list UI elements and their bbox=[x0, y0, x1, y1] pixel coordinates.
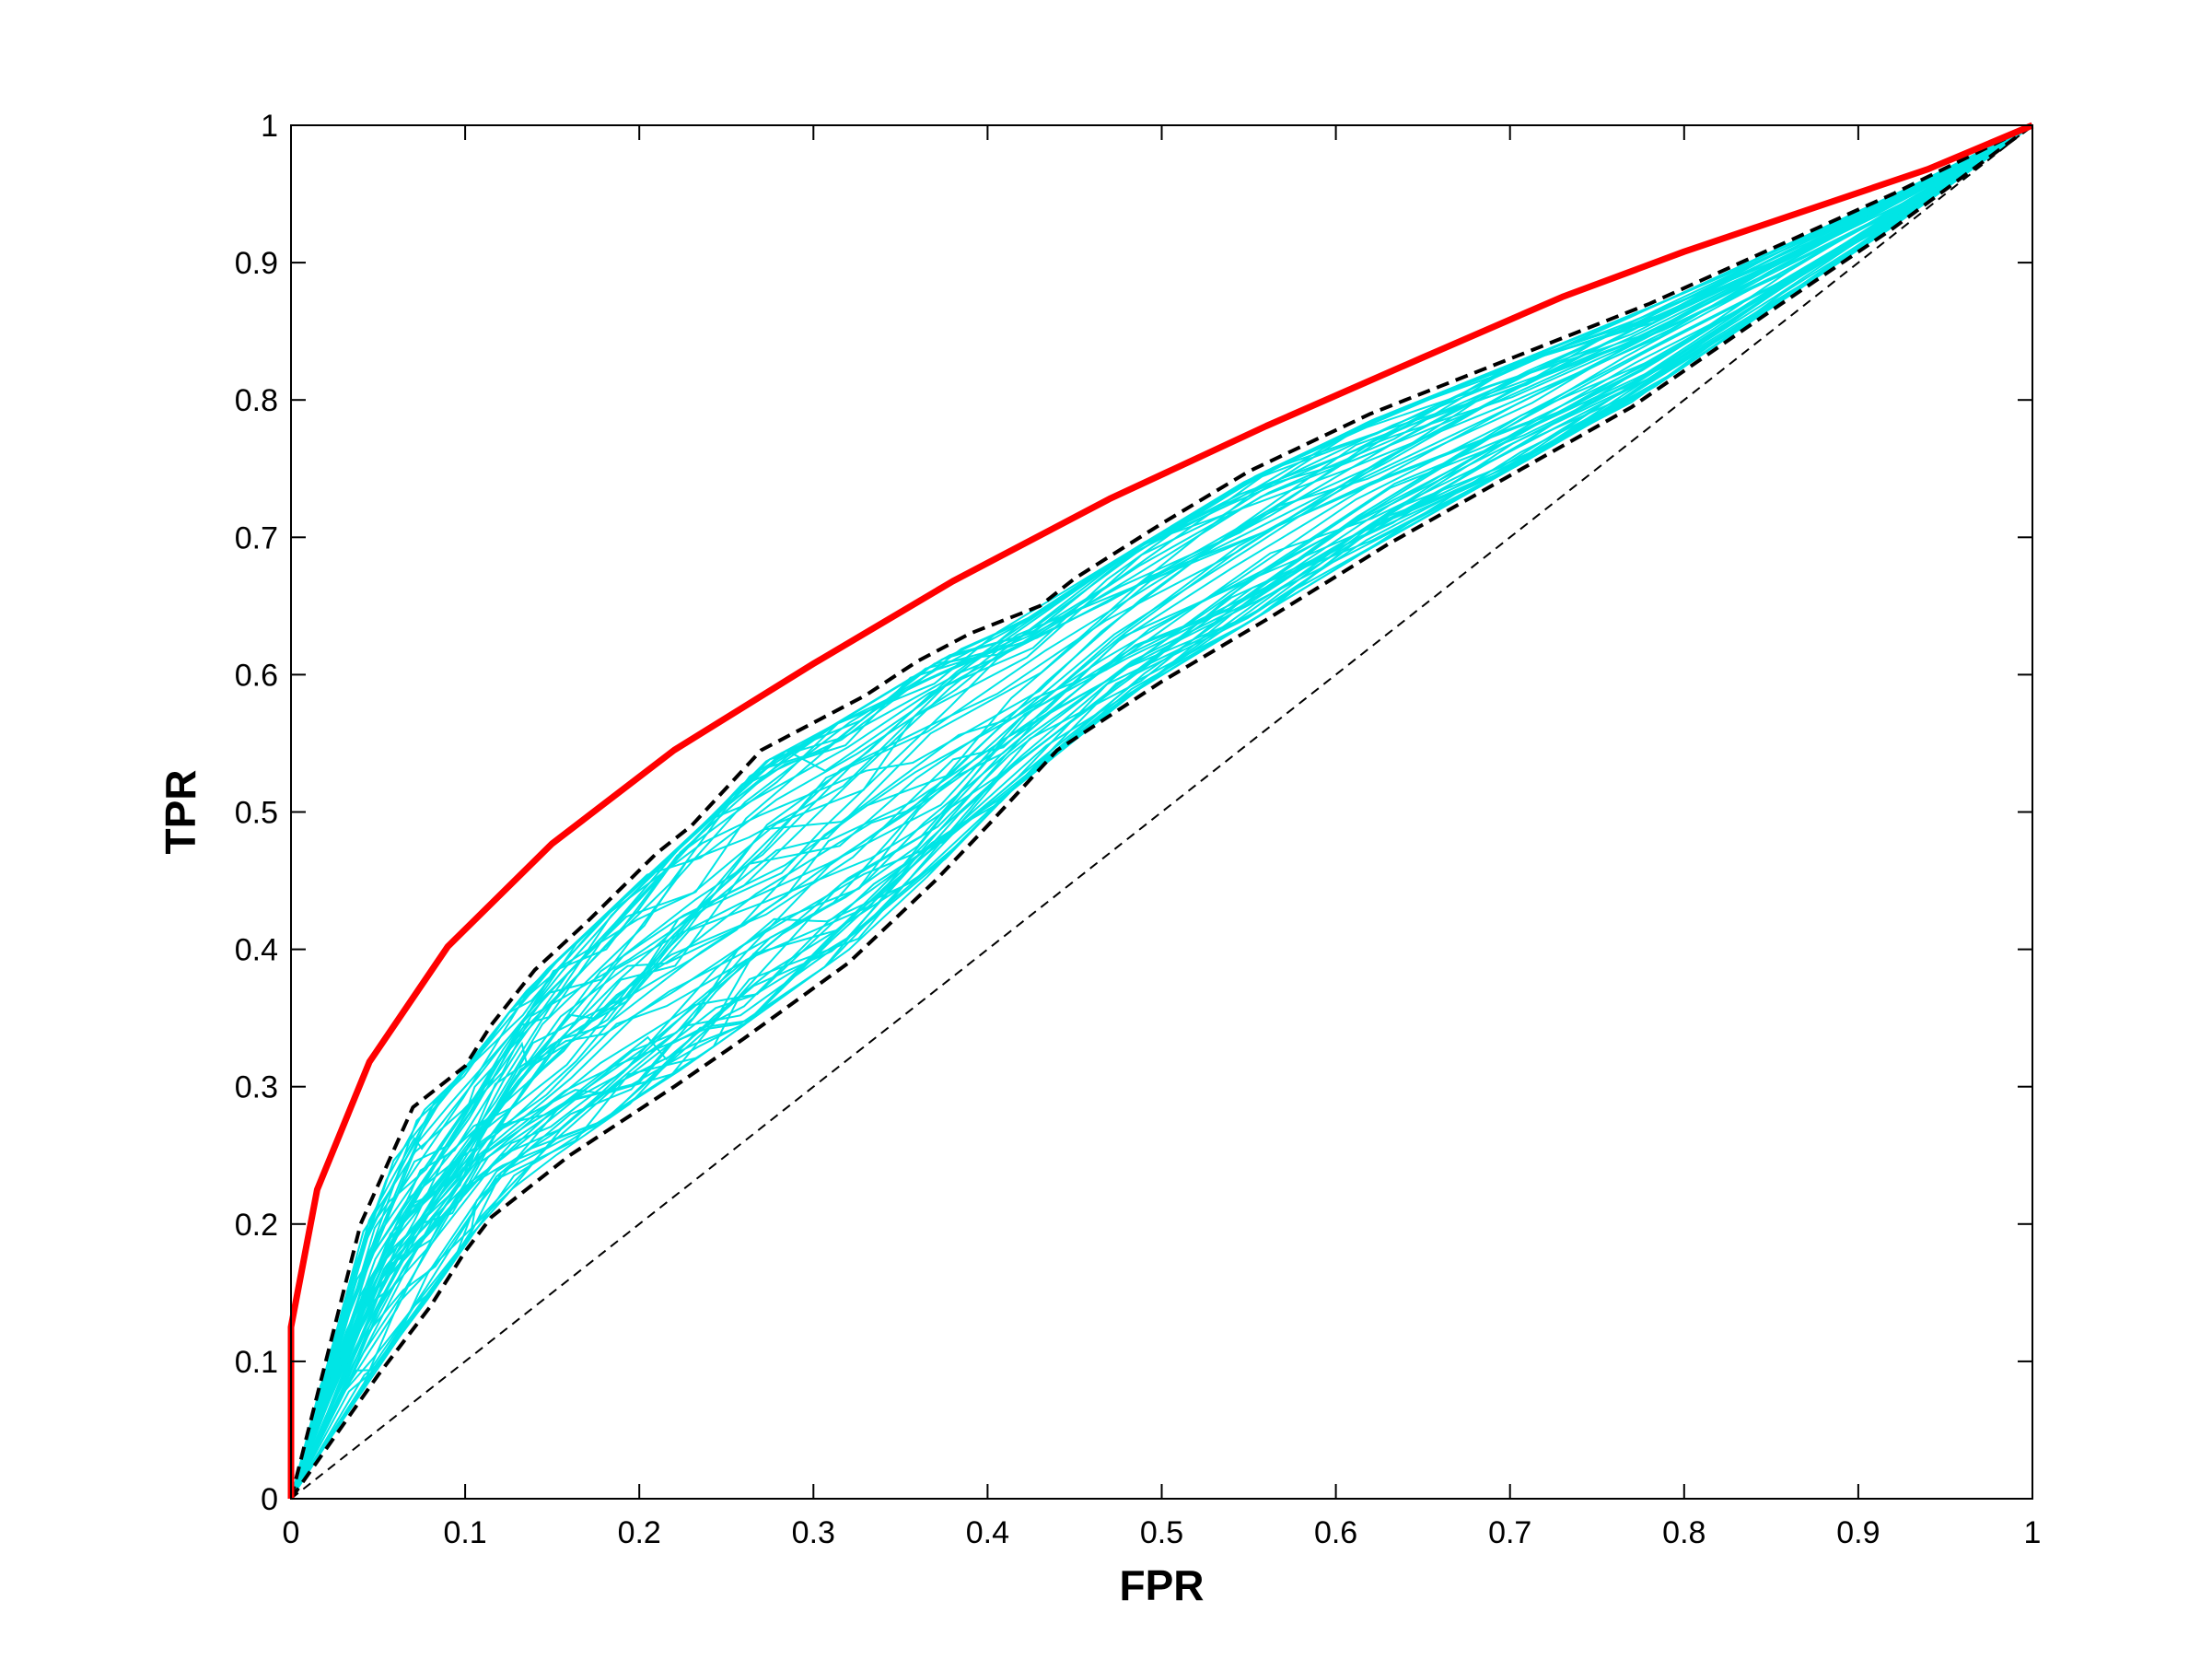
plot-area bbox=[287, 122, 2034, 1501]
resampled-curve bbox=[290, 124, 2033, 1500]
y-tick-labels: 0 0.1 0.2 0.3 0.4 0.5 0.6 0.7 0.8 0.9 1 bbox=[235, 109, 278, 1517]
y-axis-label: TPR bbox=[157, 770, 204, 855]
resampled-curve bbox=[290, 124, 2033, 1500]
x-tick-label: 0.3 bbox=[792, 1515, 835, 1550]
diagonal bbox=[290, 124, 2033, 1500]
y-tick-label: 1 bbox=[261, 109, 278, 144]
upper-envelope bbox=[289, 123, 2033, 1500]
x-tick-label: 0.5 bbox=[1140, 1515, 1183, 1550]
x-tick-label: 0.6 bbox=[1314, 1515, 1357, 1550]
y-tick-label: 0.8 bbox=[235, 383, 278, 418]
resampled-curve bbox=[290, 124, 2033, 1500]
x-axis-label: FPR bbox=[1120, 1561, 1205, 1609]
y-tick-label: 0.7 bbox=[235, 520, 278, 555]
y-tick-label: 0.6 bbox=[235, 658, 278, 693]
x-tick-label: 0.4 bbox=[966, 1515, 1009, 1550]
x-tick-label: 0.8 bbox=[1662, 1515, 1706, 1550]
y-tick-label: 0.4 bbox=[235, 933, 278, 968]
resampled-curve bbox=[290, 124, 2033, 1500]
y-tick-label: 0.2 bbox=[235, 1208, 278, 1243]
resampled-curve bbox=[290, 124, 2033, 1500]
x-tick-label: 1 bbox=[2024, 1515, 2042, 1550]
resampled-curve bbox=[290, 124, 2033, 1500]
resampled-curve bbox=[290, 124, 2033, 1500]
resampled-curve bbox=[290, 124, 2033, 1500]
resampled-curve bbox=[290, 124, 2033, 1500]
resampled-curve bbox=[290, 124, 2033, 1500]
x-tick-label: 0.1 bbox=[443, 1515, 486, 1550]
y-tick-label: 0.5 bbox=[235, 796, 278, 831]
x-tick-labels: 0 0.1 0.2 0.3 0.4 0.5 0.6 0.7 0.8 0.9 1 bbox=[283, 1515, 2042, 1550]
main-curve bbox=[287, 122, 2034, 1499]
resampled-curve bbox=[290, 124, 2033, 1500]
x-tick-label: 0.7 bbox=[1488, 1515, 1531, 1550]
x-tick-label: 0 bbox=[283, 1515, 300, 1550]
series-lines bbox=[287, 122, 2034, 1501]
resampled-curve bbox=[290, 124, 2033, 1500]
lower-envelope bbox=[289, 123, 2034, 1501]
resampled-curves bbox=[290, 124, 2033, 1500]
y-tick-label: 0.3 bbox=[235, 1070, 278, 1105]
y-tick-label: 0.9 bbox=[235, 246, 278, 281]
y-tick-label: 0.1 bbox=[235, 1345, 278, 1380]
resampled-curve bbox=[290, 124, 2033, 1500]
axis-ticks bbox=[290, 124, 2033, 1500]
resampled-curve bbox=[290, 124, 2033, 1500]
x-tick-label: 0.9 bbox=[1836, 1515, 1880, 1550]
x-tick-label: 0.2 bbox=[618, 1515, 661, 1550]
y-tick-label: 0 bbox=[261, 1482, 278, 1517]
resampled-curve bbox=[290, 124, 2033, 1500]
resampled-curve bbox=[290, 124, 2033, 1500]
resampled-curve bbox=[290, 124, 2033, 1500]
